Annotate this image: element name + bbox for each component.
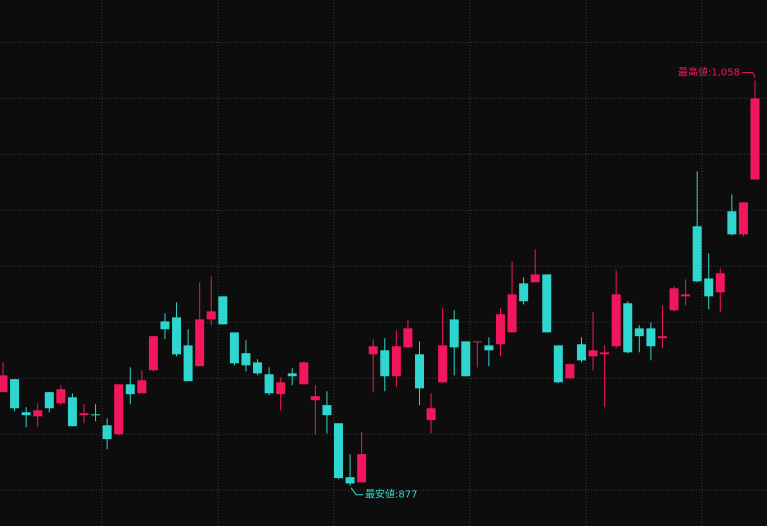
candle-body xyxy=(611,294,621,347)
candle-body xyxy=(727,211,737,235)
candle-body xyxy=(507,294,517,333)
candle-body xyxy=(426,408,436,421)
candle-body xyxy=(114,384,124,435)
candle-body xyxy=(542,274,552,333)
candle-body xyxy=(657,336,667,339)
candle-body xyxy=(253,362,263,374)
candle-body xyxy=(519,283,529,302)
candle-body xyxy=(21,412,31,416)
vertical-grid xyxy=(101,0,703,526)
candle-body xyxy=(553,345,563,383)
candle-body xyxy=(576,344,586,361)
candle-body xyxy=(276,382,286,395)
candle-body xyxy=(738,202,748,235)
candle-body xyxy=(461,341,471,377)
candle-body xyxy=(10,379,20,409)
candle-body xyxy=(623,303,633,353)
candle-body xyxy=(368,346,378,355)
candle-body xyxy=(334,423,344,479)
candle-body xyxy=(646,328,656,347)
candle-body xyxy=(588,350,598,357)
candle-body xyxy=(380,350,390,377)
candle-body xyxy=(148,336,158,371)
candle-body xyxy=(91,414,101,416)
candle-body xyxy=(345,477,355,484)
candle-body xyxy=(195,319,205,367)
candle-body xyxy=(160,321,170,330)
candle-body xyxy=(56,389,66,404)
candle-body xyxy=(102,425,112,440)
candle-body xyxy=(183,345,193,382)
candle-body xyxy=(299,362,309,385)
candle-body xyxy=(218,296,228,325)
candle-body xyxy=(750,98,760,180)
candle-body xyxy=(287,373,297,377)
candle-body xyxy=(692,226,702,282)
candle-body xyxy=(565,364,575,379)
candle-body xyxy=(449,319,459,348)
candle-body xyxy=(681,294,691,297)
candle-body xyxy=(669,288,679,311)
candle-body xyxy=(472,341,482,343)
candle-body xyxy=(357,454,367,483)
candle-body xyxy=(484,345,494,351)
candle-body xyxy=(0,375,8,393)
candle-body xyxy=(715,273,725,293)
candle-body xyxy=(137,380,147,394)
candle-body xyxy=(634,328,644,337)
candle-body xyxy=(125,384,135,395)
candle-body xyxy=(530,274,540,283)
candle-body xyxy=(600,352,610,355)
candle-body xyxy=(229,332,239,364)
candle-body xyxy=(414,354,424,389)
candle-body xyxy=(33,410,43,417)
annotation: 最高値:1,058 xyxy=(678,66,740,79)
annotation: 最安値:877 xyxy=(365,488,417,501)
candle-body xyxy=(241,353,251,366)
candle-body xyxy=(206,311,216,320)
candle-body xyxy=(438,345,448,383)
candle-body xyxy=(44,392,54,409)
candle-body xyxy=(391,346,401,377)
candle-body xyxy=(264,374,274,394)
candle-body xyxy=(403,328,413,348)
candle-body xyxy=(704,278,714,297)
annotation-arrow xyxy=(742,72,756,78)
candle-body xyxy=(67,397,77,427)
annotation-arrow xyxy=(350,487,364,496)
candle-body xyxy=(310,396,320,401)
candle-body xyxy=(322,405,332,416)
candle-body xyxy=(79,413,89,416)
candle-body xyxy=(172,317,182,355)
candle-body xyxy=(495,314,505,345)
